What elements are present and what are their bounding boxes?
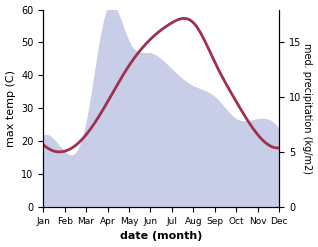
X-axis label: date (month): date (month): [120, 231, 203, 242]
Y-axis label: med. precipitation (kg/m2): med. precipitation (kg/m2): [302, 43, 313, 174]
Y-axis label: max temp (C): max temp (C): [5, 70, 16, 147]
